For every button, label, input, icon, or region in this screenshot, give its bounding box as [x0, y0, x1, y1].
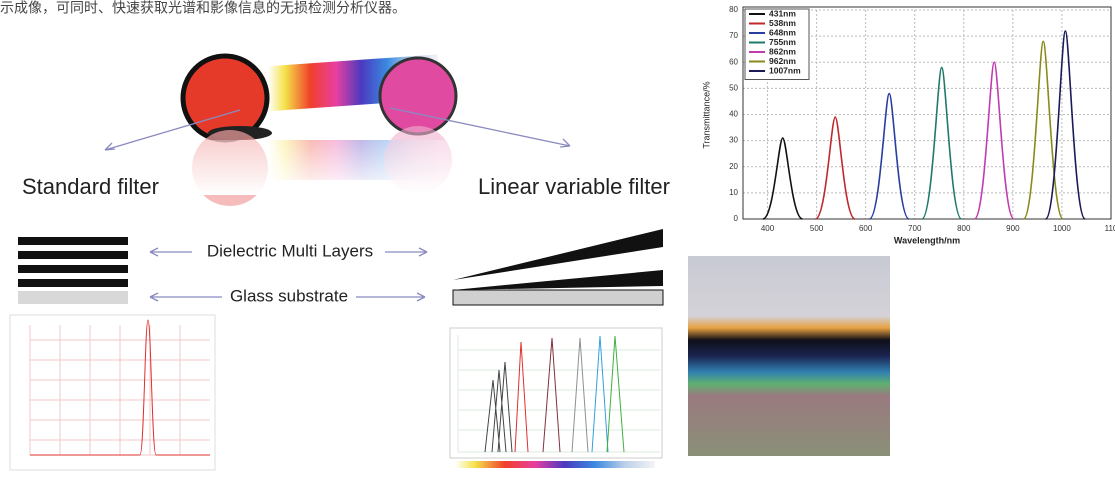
- y-tick-label: 40: [729, 110, 738, 119]
- x-tick-label: 800: [957, 224, 971, 233]
- x-tick-label: 400: [761, 224, 775, 233]
- y-tick-label: 10: [729, 188, 738, 197]
- caption: 示成像，可同时、快速获取光谱和影像信息的无损检测分析仪器。: [0, 0, 406, 16]
- spectral-photo: [688, 256, 890, 456]
- y-tick-label: 60: [729, 57, 738, 66]
- layer-stack: [18, 237, 128, 287]
- legend-label: 538nm: [769, 18, 796, 28]
- label: Standard filter: [22, 174, 159, 199]
- x-tick-label: 500: [810, 224, 824, 233]
- label: Linear variable filter: [478, 174, 670, 199]
- legend-label: 755nm: [769, 37, 796, 47]
- y-tick-label: 50: [729, 83, 738, 92]
- fade: [180, 140, 480, 195]
- label: Glass substrate: [230, 286, 348, 305]
- x-tick-label: 700: [908, 224, 922, 233]
- mini-spectrum-right: [450, 328, 662, 468]
- legend-label: 431nm: [769, 8, 796, 18]
- y-tick-label: 70: [729, 31, 738, 40]
- y-tick-label: 80: [729, 5, 738, 14]
- label: Dielectric Multi Layers: [207, 241, 373, 260]
- y-tick-label: 20: [729, 162, 738, 171]
- wedge-substrate: [453, 290, 663, 305]
- page: 示成像，可同时、快速获取光谱和影像信息的无损检测分析仪器。 Standard f…: [0, 0, 1115, 484]
- legend-label: 648nm: [769, 27, 796, 37]
- pink-filter-disc: [380, 58, 456, 134]
- wedge-layer: [453, 229, 663, 280]
- x-axis-label: Wavelength/nm: [894, 235, 960, 245]
- substrate: [18, 291, 128, 304]
- y-tick-label: 0: [734, 214, 739, 223]
- x-tick-label: 600: [859, 224, 873, 233]
- legend-label: 1007nm: [769, 65, 801, 75]
- x-tick-label: 1000: [1053, 224, 1071, 233]
- x-tick-label: 110: [1105, 224, 1115, 233]
- mini-spectrum-left: [10, 315, 215, 470]
- legend-label: 862nm: [769, 46, 796, 56]
- y-axis-label: Transmittance/%: [701, 81, 711, 148]
- x-tick-label: 900: [1006, 224, 1020, 233]
- legend-label: 962nm: [769, 56, 796, 66]
- y-tick-label: 30: [729, 136, 738, 145]
